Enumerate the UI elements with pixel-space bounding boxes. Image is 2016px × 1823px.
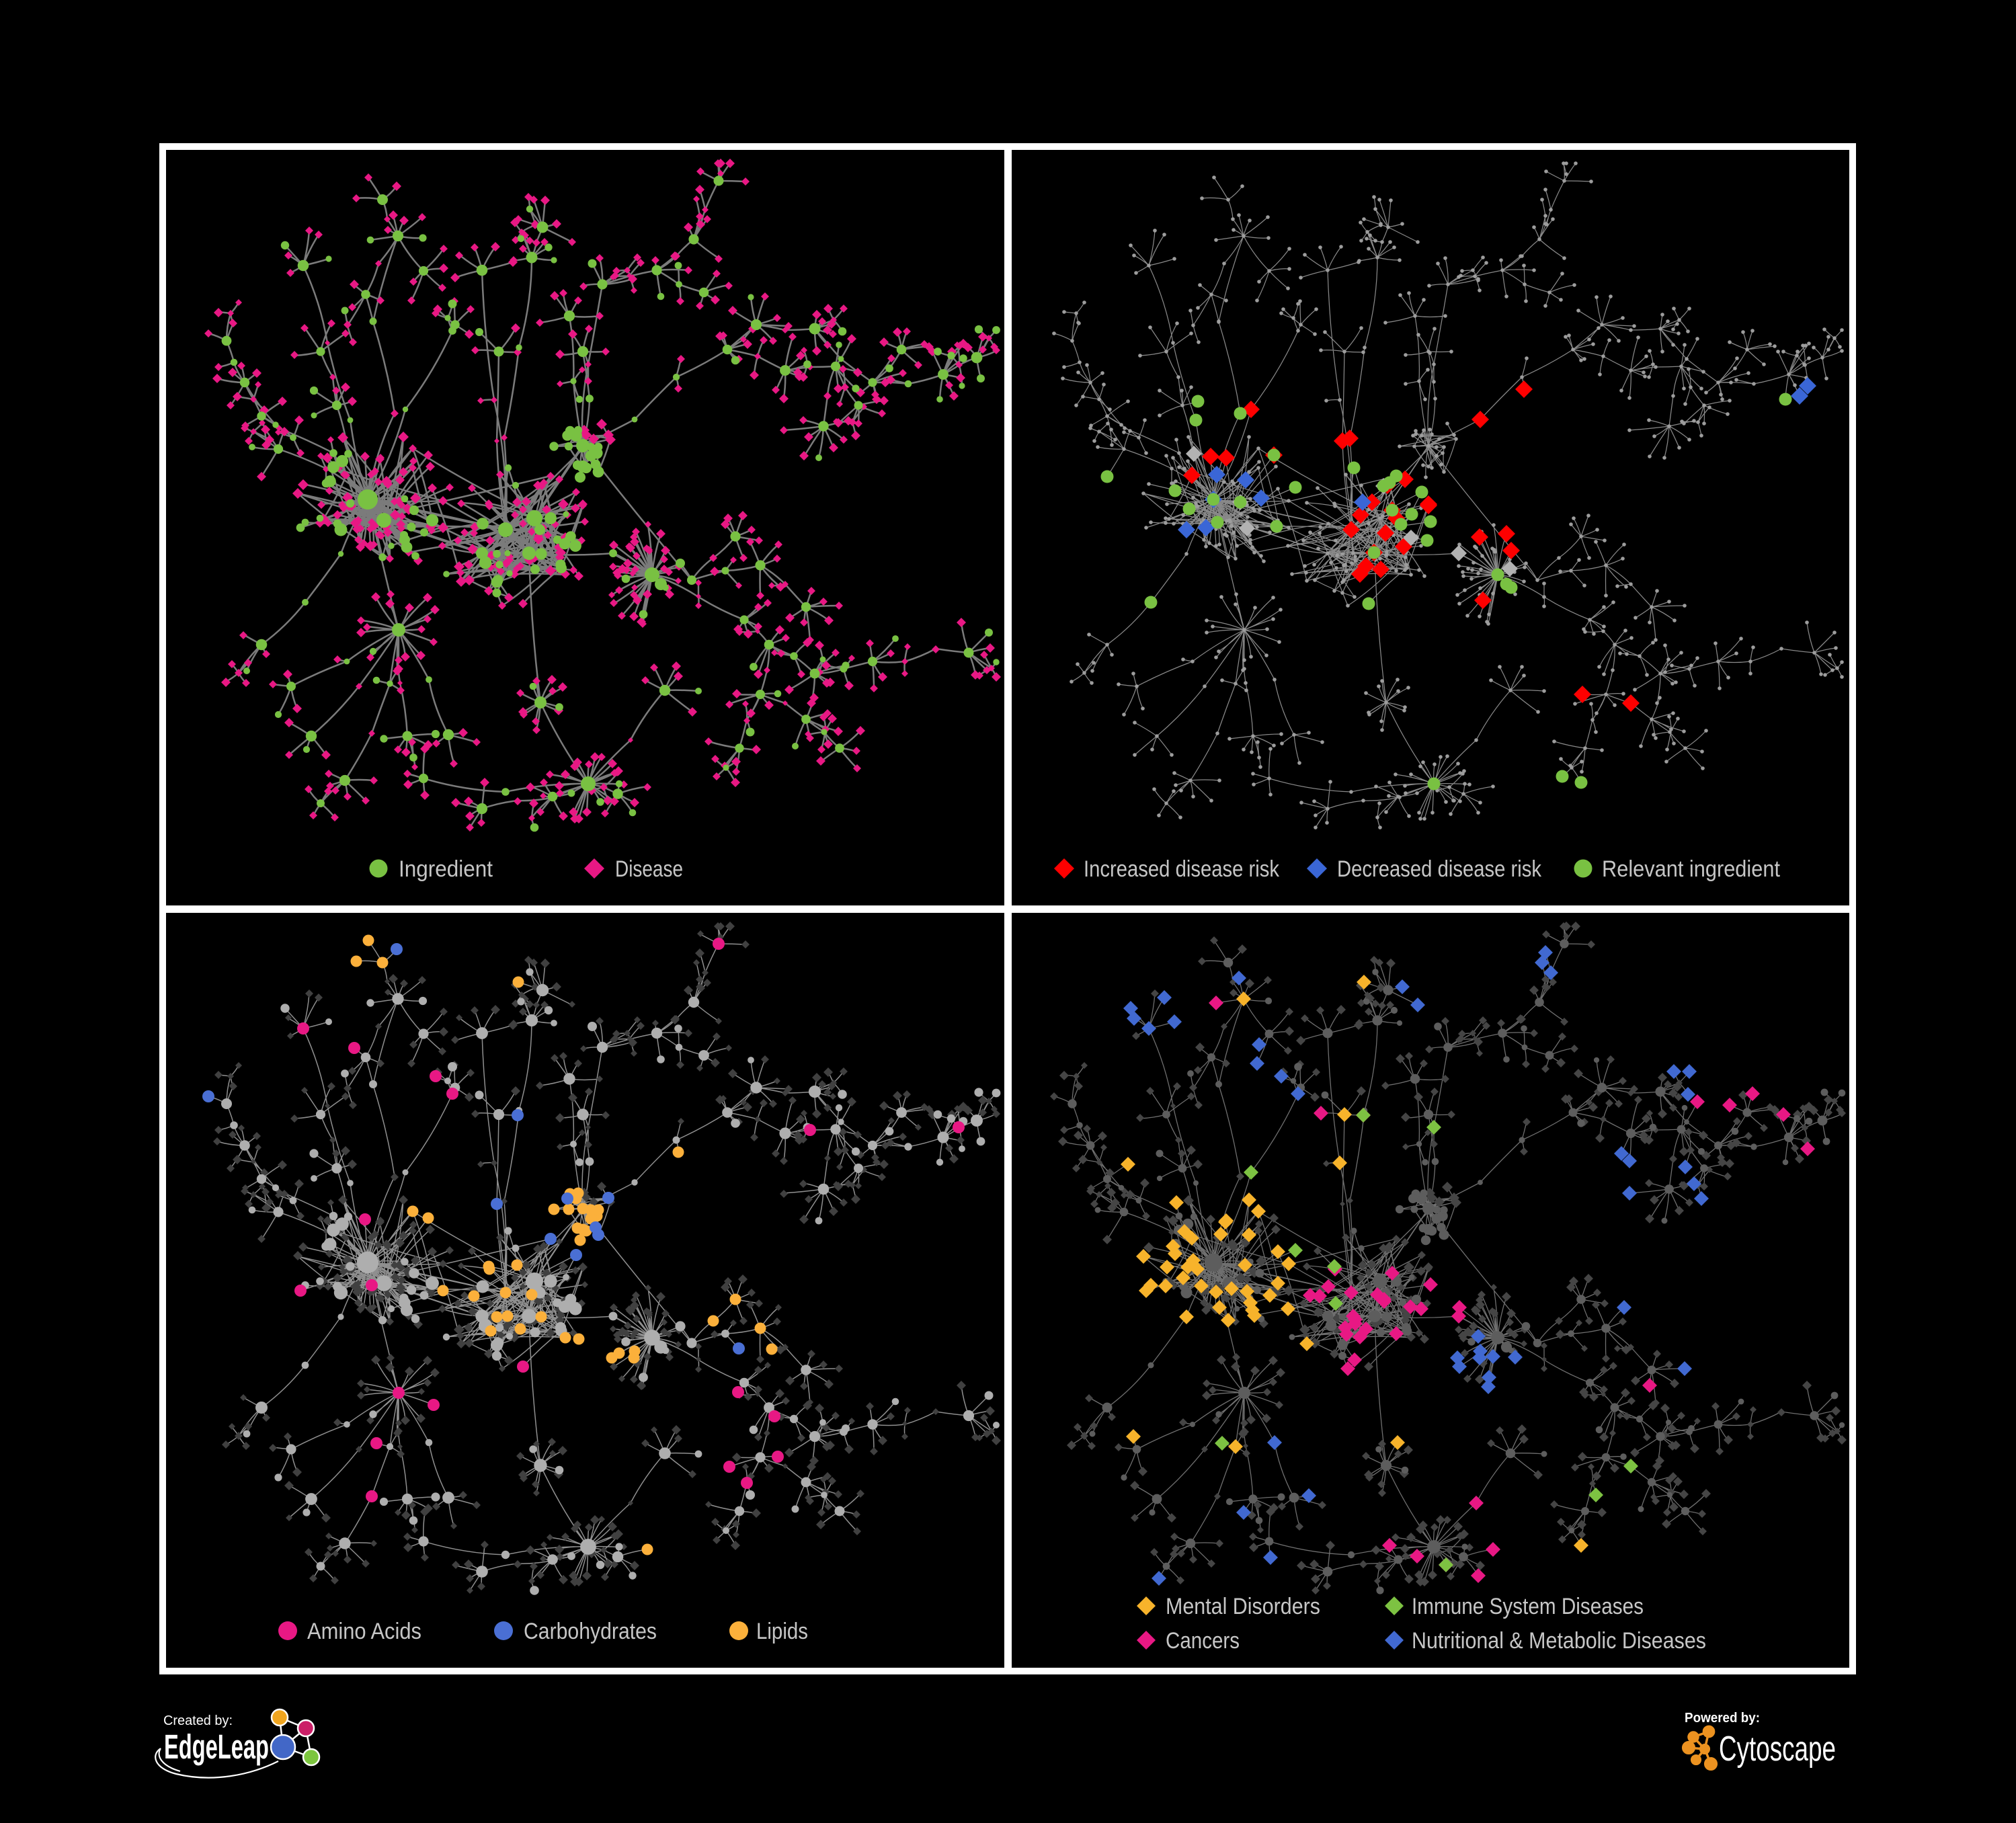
svg-text:Powered by:: Powered by: <box>1685 1711 1760 1726</box>
svg-text:Carbohydrates: Carbohydrates <box>524 1619 657 1644</box>
svg-text:Amino Acids: Amino Acids <box>307 1619 421 1644</box>
svg-text:Nutritional & Metabolic Diseas: Nutritional & Metabolic Diseases <box>1412 1628 1706 1654</box>
svg-text:Cancers: Cancers <box>1166 1628 1240 1654</box>
svg-text:Increased disease risk: Increased disease risk <box>1084 856 1280 882</box>
svg-text:Disease: Disease <box>615 856 683 882</box>
svg-text:Decreased disease risk: Decreased disease risk <box>1337 856 1542 882</box>
svg-text:Immune System Diseases: Immune System Diseases <box>1412 1594 1644 1619</box>
svg-text:Cytoscape: Cytoscape <box>1719 1730 1836 1769</box>
svg-text:Mental Disorders: Mental Disorders <box>1166 1594 1320 1619</box>
svg-text:Ingredient: Ingredient <box>399 856 493 882</box>
svg-text:Created by:: Created by: <box>163 1713 233 1728</box>
svg-text:Lipids: Lipids <box>756 1619 808 1644</box>
svg-text:Relevant ingredient: Relevant ingredient <box>1602 856 1781 882</box>
svg-text:EdgeLeap: EdgeLeap <box>164 1728 269 1766</box>
